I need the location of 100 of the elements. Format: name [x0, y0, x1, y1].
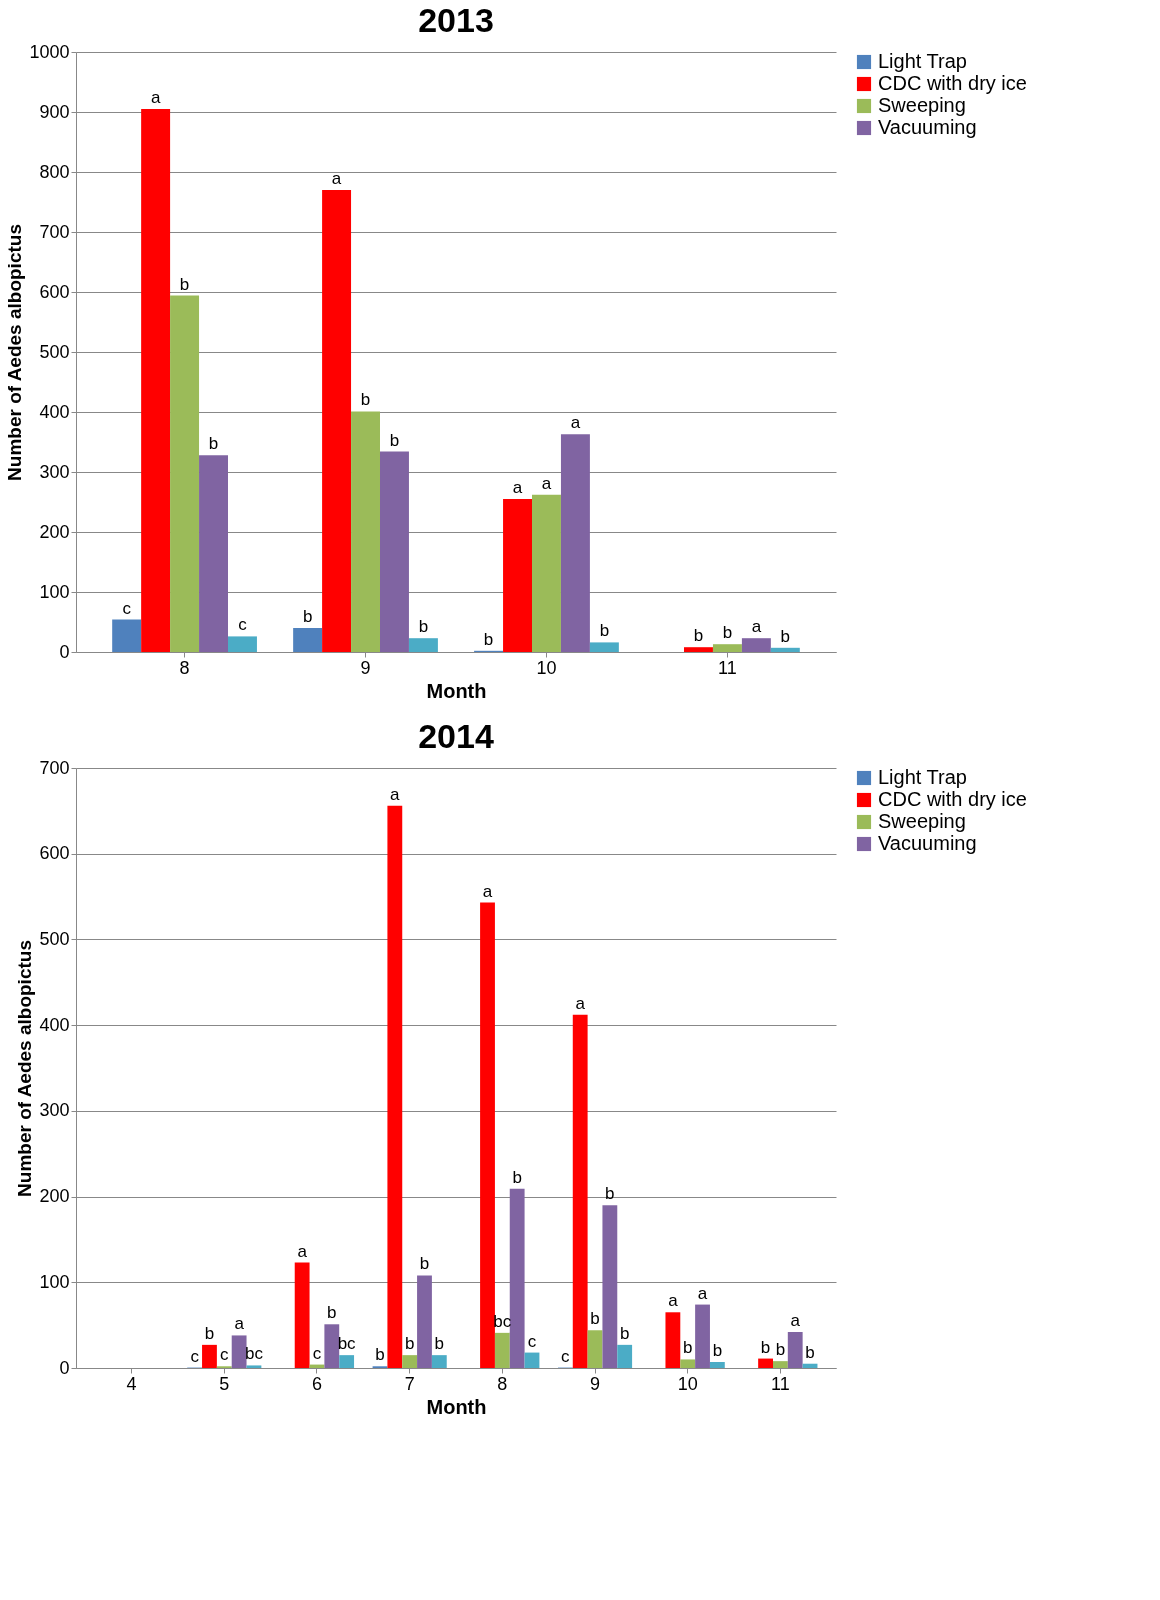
bar — [509, 1188, 525, 1368]
y-tick-label: 100 — [39, 581, 70, 602]
y-tick-label: 300 — [39, 461, 70, 482]
data-label: c — [527, 1331, 537, 1351]
data-label: b — [760, 1337, 771, 1357]
data-label: bc — [244, 1344, 264, 1364]
bar — [380, 451, 409, 652]
chart-title: 2013 — [418, 1, 494, 39]
data-label: c — [220, 1345, 230, 1365]
bar — [322, 190, 352, 652]
bar — [503, 499, 532, 652]
x-tick-label: 9 — [360, 657, 371, 678]
legend-label: Light Trap — [878, 766, 967, 788]
y-tick-label: 1000 — [29, 41, 70, 62]
bar — [665, 1312, 681, 1368]
bar — [589, 642, 619, 652]
y-axis-title: Number of Aedes albopictus — [4, 224, 26, 481]
data-label: a — [331, 169, 342, 188]
bar — [351, 411, 380, 652]
data-label: b — [780, 626, 791, 646]
x-tick-label: 5 — [219, 1373, 230, 1394]
bar — [587, 1330, 603, 1368]
data-label: a — [790, 1311, 801, 1330]
bar — [741, 638, 771, 652]
x-tick-label: 7 — [404, 1373, 415, 1394]
x-tick-label: 11 — [771, 1373, 790, 1394]
bar — [408, 638, 438, 652]
bar — [402, 1355, 418, 1368]
data-label: bc — [337, 1334, 357, 1354]
data-label: b — [722, 623, 733, 643]
x-tick-label: 11 — [718, 657, 737, 678]
x-axis-title: Month — [426, 1395, 487, 1418]
x-tick-label: 4 — [126, 1373, 137, 1394]
y-tick-label: 600 — [39, 281, 70, 302]
y-tick-label: 500 — [39, 341, 70, 362]
bar — [787, 1332, 803, 1368]
y-axis-title: Number of Aedes albopictus — [14, 940, 36, 1197]
y-tick-label: 700 — [39, 221, 70, 242]
legend-label: Light Trap — [878, 50, 967, 72]
data-label: b — [512, 1167, 522, 1187]
data-label: a — [668, 1291, 679, 1311]
data-label: b — [179, 274, 190, 294]
data-label: b — [693, 626, 704, 646]
bar — [199, 455, 228, 652]
data-label: c — [238, 615, 248, 635]
data-label: a — [297, 1241, 308, 1261]
data-label: b — [208, 434, 219, 454]
x-tick-label: 10 — [536, 657, 557, 678]
y-tick-label: 100 — [39, 1271, 70, 1292]
y-tick-label: 500 — [39, 928, 70, 949]
bar — [758, 1358, 773, 1368]
chart-title: 2014 — [418, 717, 494, 755]
legend-label: CDC with dry ice — [878, 72, 1027, 94]
data-label: c — [561, 1346, 571, 1366]
bar — [480, 902, 495, 1368]
bar — [339, 1355, 355, 1368]
bar — [572, 1014, 588, 1368]
y-tick-label: 700 — [39, 757, 70, 778]
bar — [387, 805, 403, 1368]
data-label: a — [541, 473, 552, 493]
data-label: a — [150, 88, 161, 107]
y-tick-label: 200 — [39, 1186, 70, 1207]
data-label: a — [570, 413, 581, 433]
bar — [524, 1352, 540, 1368]
bar — [494, 1332, 510, 1368]
bar — [431, 1355, 447, 1368]
legend-label: Sweeping — [878, 810, 966, 832]
bar — [246, 1365, 262, 1368]
y-tick-label: 300 — [39, 1100, 70, 1121]
bar — [294, 1262, 310, 1368]
data-label: b — [599, 621, 610, 641]
x-tick-label: 9 — [590, 1373, 601, 1394]
data-label: b — [360, 390, 371, 410]
data-label: b — [375, 1345, 385, 1365]
data-label: b — [434, 1334, 445, 1354]
y-tick-label: 400 — [39, 1014, 70, 1035]
data-label: b — [605, 1184, 615, 1204]
y-tick-label: 200 — [39, 521, 70, 542]
data-label: a — [575, 993, 586, 1013]
data-label: b — [805, 1342, 815, 1362]
data-label: b — [712, 1341, 723, 1360]
bar — [680, 1359, 696, 1368]
x-tick-label: 8 — [497, 1373, 508, 1394]
bar — [560, 434, 590, 652]
bar — [112, 619, 142, 652]
data-label: b — [775, 1340, 786, 1360]
data-label: c — [122, 598, 132, 618]
data-label: c — [312, 1343, 322, 1363]
y-tick-label: 600 — [39, 843, 70, 864]
data-label: a — [697, 1283, 708, 1303]
data-label: b — [682, 1338, 693, 1358]
x-axis-title: Month — [426, 679, 487, 702]
bar — [228, 636, 257, 652]
data-label: b — [619, 1323, 630, 1343]
x-tick-label: 8 — [179, 657, 190, 678]
data-label: b — [590, 1309, 600, 1329]
data-label: b — [419, 1254, 430, 1274]
bar — [417, 1275, 432, 1368]
legend-label: CDC with dry ice — [878, 788, 1027, 810]
data-label: b — [418, 617, 429, 637]
